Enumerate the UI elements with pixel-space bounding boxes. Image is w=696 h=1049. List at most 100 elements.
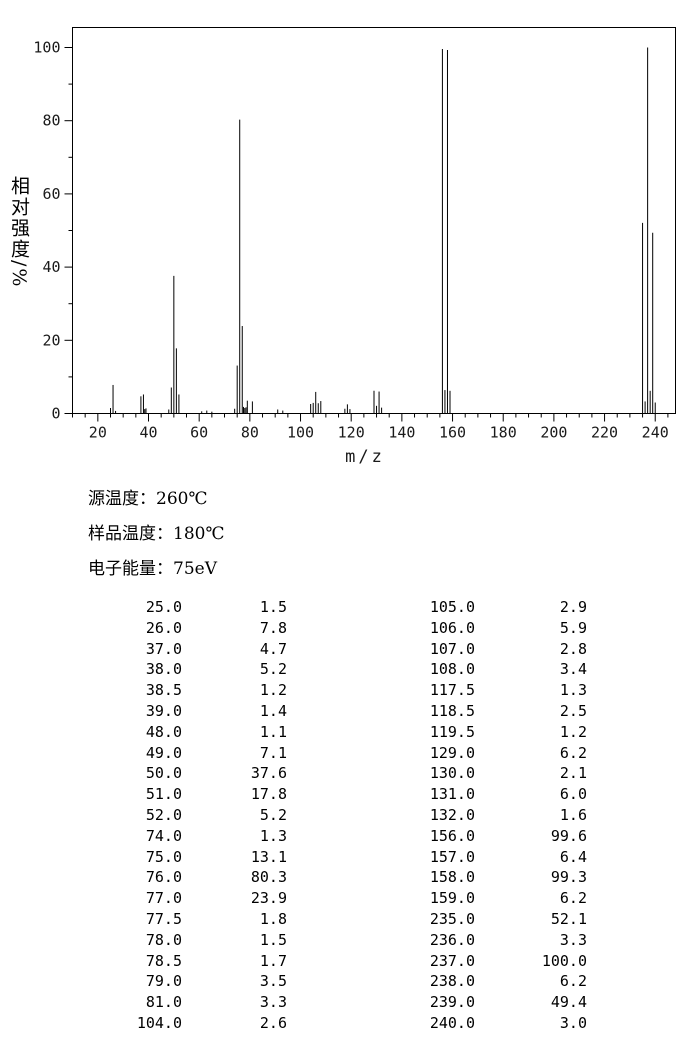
mz-value: 239.0: [429, 993, 475, 1012]
table-row: 107.0 2.8: [415, 639, 587, 660]
y-tick-label: 60: [42, 185, 60, 203]
intensity-value: 6.2: [559, 972, 587, 991]
intensity-value: 7.8: [259, 618, 287, 637]
mz-value: 158.0: [429, 868, 475, 887]
y-axis-title: 相对强度/%: [8, 176, 30, 289]
table-row: 78.5 1.7: [125, 951, 287, 972]
table-row: 104.0 2.6: [125, 1013, 287, 1034]
intensity-value: 1.6: [559, 805, 587, 824]
table-row: 240.0 3.0: [415, 1013, 587, 1034]
intensity-value: 3.3: [559, 930, 587, 949]
mz-value: 235.0: [429, 909, 475, 928]
intensity-value: 2.9: [559, 598, 587, 616]
mz-value: 25.0: [145, 598, 182, 616]
table-row: 130.0 2.1: [415, 763, 587, 784]
intensity-value: 1.5: [259, 930, 287, 949]
intensity-value: 1.3: [259, 826, 287, 845]
table-row: 117.5 1.3: [415, 680, 587, 701]
intensity-value: 100.0: [541, 951, 587, 970]
mz-value: 50.0: [145, 764, 182, 783]
table-row: 158.0 99.3: [415, 867, 587, 888]
table-row: 131.0 6.0: [415, 784, 587, 805]
y-tick-label: 20: [42, 331, 60, 349]
table-row: 38.5 1.2: [125, 680, 287, 701]
mz-value: 49.0: [145, 743, 182, 762]
intensity-value: 2.6: [259, 1013, 287, 1032]
mz-value: 237.0: [429, 951, 475, 970]
table-row: 77.5 1.8: [125, 909, 287, 930]
mz-value: 156.0: [429, 826, 475, 845]
mz-value: 75.0: [145, 847, 182, 866]
x-tick-label: 140: [388, 424, 415, 442]
intensity-value: 6.2: [559, 743, 587, 762]
mz-value: 48.0: [145, 722, 182, 741]
table-row: 25.0 1.5: [125, 597, 287, 618]
intensity-value: 3.5: [259, 972, 287, 991]
table-row: 239.0 49.4: [415, 992, 587, 1013]
mz-value: 105.0: [429, 598, 475, 616]
intensity-value: 37.6: [250, 764, 287, 783]
table-row: 48.0 1.1: [125, 722, 287, 743]
table-row: 76.0 80.3: [125, 867, 287, 888]
table-row: 105.0 2.9: [415, 597, 587, 618]
mz-value: 52.0: [145, 805, 182, 824]
intensity-value: 4.7: [259, 639, 287, 658]
table-row: 236.0 3.3: [415, 930, 587, 951]
mz-value: 131.0: [429, 785, 475, 804]
mz-value: 74.0: [145, 826, 182, 845]
mz-value: 159.0: [429, 889, 475, 908]
mz-value: 107.0: [429, 639, 475, 658]
mz-value: 119.5: [429, 722, 475, 741]
mz-value: 38.0: [145, 660, 182, 679]
table-row: 78.0 1.5: [125, 930, 287, 951]
peak-intensity-table: 25.0 1.5 26.0 7.8 37.0 4.7 38.0 5.2 38.5 1.2 39.0 1…: [0, 597, 696, 1034]
table-row: 159.0 6.2: [415, 888, 587, 909]
intensity-value: 49.4: [550, 993, 587, 1012]
mz-value: 78.5: [145, 951, 182, 970]
table-row: 238.0 6.2: [415, 971, 587, 992]
x-tick-label: 220: [591, 424, 618, 442]
intensity-value: 1.1: [259, 722, 287, 741]
intensity-value: 3.4: [559, 660, 587, 679]
intensity-value: 6.2: [559, 889, 587, 908]
intensity-value: 2.8: [559, 639, 587, 658]
table-row: 52.0 5.2: [125, 805, 287, 826]
intensity-value: 23.9: [250, 889, 287, 908]
intensity-value: 6.0: [559, 785, 587, 804]
mz-value: 117.5: [429, 681, 475, 700]
mz-value: 79.0: [145, 972, 182, 991]
table-row: 26.0 7.8: [125, 618, 287, 639]
mz-value: 81.0: [145, 993, 182, 1012]
mz-value: 38.5: [145, 681, 182, 700]
table-row: 50.0 37.6: [125, 763, 287, 784]
intensity-value: 1.2: [559, 722, 587, 741]
x-tick-label: 60: [190, 424, 208, 442]
mz-value: 76.0: [145, 868, 182, 887]
table-row: 81.0 3.3: [125, 992, 287, 1013]
mz-value: 39.0: [145, 701, 182, 720]
table-row: 118.5 2.5: [415, 701, 587, 722]
table-row: 74.0 1.3: [125, 826, 287, 847]
intensity-value: 1.4: [259, 701, 287, 720]
table-row: 129.0 6.2: [415, 743, 587, 764]
mz-value: 130.0: [429, 764, 475, 783]
mz-value: 238.0: [429, 972, 475, 991]
x-tick-label: 120: [338, 424, 365, 442]
intensity-value: 3.0: [559, 1013, 587, 1032]
x-tick-label: 100: [287, 424, 314, 442]
table-row: 106.0 5.9: [415, 618, 587, 639]
mass-spectrum-chart: 20 40 60 80 100 120 140 160 180 200 220 240 0 20 40 60 8…: [0, 0, 696, 470]
mz-value: 157.0: [429, 847, 475, 866]
mz-value: 26.0: [145, 618, 182, 637]
source-temperature-line: 源温度：260℃: [88, 489, 208, 509]
table-row: 79.0 3.5: [125, 971, 287, 992]
mz-value: 132.0: [429, 805, 475, 824]
intensity-value: 17.8: [250, 785, 287, 804]
intensity-value: 13.1: [250, 847, 287, 866]
intensity-value: 99.3: [550, 868, 587, 887]
intensity-value: 1.3: [559, 681, 587, 700]
intensity-value: 1.2: [259, 681, 287, 700]
intensity-value: 5.2: [259, 805, 287, 824]
table-row: 75.0 13.1: [125, 847, 287, 868]
